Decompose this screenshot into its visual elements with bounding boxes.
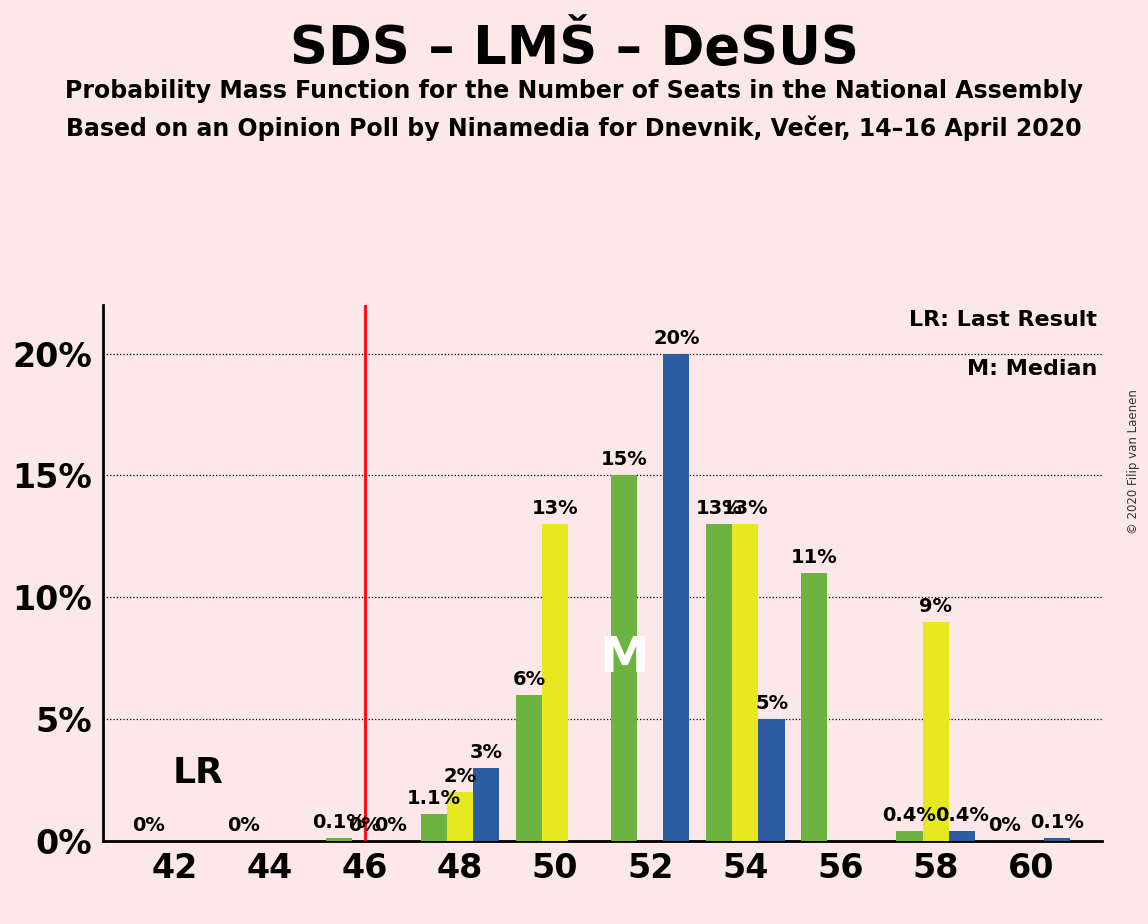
Text: 0%: 0%	[227, 816, 261, 834]
Bar	[897, 831, 923, 841]
Text: 0.1%: 0.1%	[1030, 813, 1084, 833]
Bar	[611, 476, 637, 841]
Text: 0.4%: 0.4%	[934, 806, 988, 825]
Text: Probability Mass Function for the Number of Seats in the National Assembly: Probability Mass Function for the Number…	[65, 79, 1083, 103]
Bar	[664, 354, 690, 841]
Bar	[801, 573, 828, 841]
Text: M: Median: M: Median	[967, 359, 1097, 379]
Bar	[948, 831, 975, 841]
Bar	[326, 838, 351, 841]
Text: M: M	[599, 634, 649, 682]
Text: 20%: 20%	[653, 329, 699, 347]
Text: 6%: 6%	[512, 670, 545, 688]
Text: 0%: 0%	[349, 816, 381, 834]
Bar	[923, 622, 948, 841]
Text: 0.4%: 0.4%	[883, 806, 937, 825]
Text: LR: Last Result: LR: Last Result	[909, 310, 1097, 330]
Text: 13%: 13%	[532, 499, 579, 518]
Text: 5%: 5%	[755, 694, 788, 713]
Text: 2%: 2%	[443, 767, 476, 786]
Text: SDS – LMŠ – DeSUS: SDS – LMŠ – DeSUS	[289, 23, 859, 75]
Text: 0%: 0%	[374, 816, 408, 834]
Text: 13%: 13%	[696, 499, 743, 518]
Bar	[447, 792, 473, 841]
Bar	[473, 768, 499, 841]
Bar	[421, 814, 447, 841]
Text: 3%: 3%	[470, 743, 503, 761]
Text: © 2020 Filip van Laenen: © 2020 Filip van Laenen	[1127, 390, 1140, 534]
Bar	[732, 524, 759, 841]
Bar	[706, 524, 732, 841]
Text: 0%: 0%	[988, 816, 1021, 834]
Bar	[515, 695, 542, 841]
Bar	[759, 719, 784, 841]
Text: LR: LR	[173, 756, 224, 790]
Text: 11%: 11%	[791, 548, 838, 566]
Text: 0.1%: 0.1%	[312, 813, 366, 833]
Text: 15%: 15%	[600, 450, 647, 469]
Text: Based on an Opinion Poll by Ninamedia for Dnevnik, Večer, 14–16 April 2020: Based on an Opinion Poll by Ninamedia fo…	[67, 116, 1081, 141]
Text: 13%: 13%	[722, 499, 769, 518]
Bar	[542, 524, 568, 841]
Text: 0%: 0%	[132, 816, 165, 834]
Text: 9%: 9%	[920, 597, 952, 615]
Text: 1.1%: 1.1%	[406, 789, 461, 808]
Bar	[1044, 838, 1070, 841]
